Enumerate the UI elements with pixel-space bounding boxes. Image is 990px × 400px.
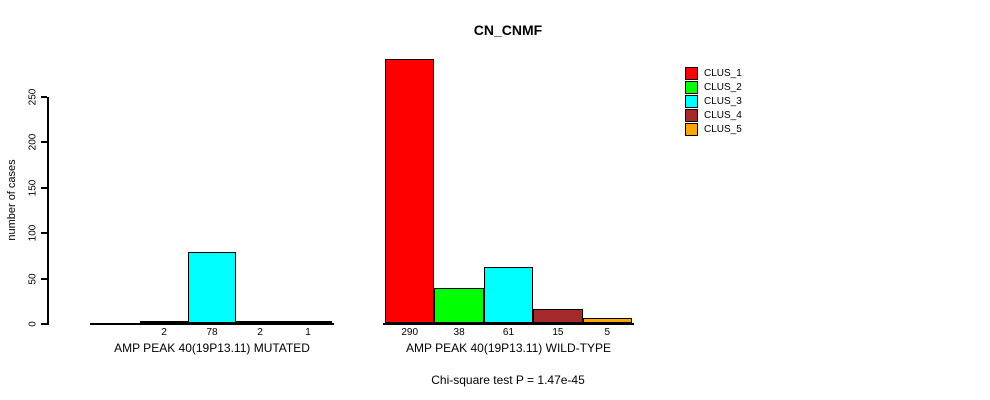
legend-swatch-icon — [685, 122, 698, 136]
x-axis-group-label-wild-type: AMP PEAK 40(19P13.11) WILD-TYPE — [406, 341, 611, 355]
y-tick-mark — [41, 186, 47, 189]
y-tick-mark — [41, 141, 47, 143]
bar-count-label: 15 — [552, 327, 564, 338]
x-axis-baseline — [90, 323, 334, 325]
y-tick-label: 250 — [27, 88, 39, 105]
bar-count-label: 78 — [206, 327, 218, 338]
legend-label: CLUS_3 — [704, 95, 742, 107]
y-axis-label: number of cases — [6, 159, 18, 241]
bar-CLUS_5-group1 — [582, 318, 632, 323]
legend-label: CLUS_4 — [704, 109, 742, 121]
legend-label: CLUS_1 — [704, 67, 742, 79]
bar-count-label: 2 — [161, 327, 167, 338]
x-axis-group-label-mutated: AMP PEAK 40(19P13.11) MUTATED — [114, 341, 310, 355]
legend-row-clus_5: CLUS_5 — [685, 122, 742, 136]
bar-CLUS_3-group0 — [188, 252, 236, 323]
legend-label: CLUS_5 — [704, 123, 742, 135]
chi-square-annotation: Chi-square test P = 1.47e-45 — [431, 373, 585, 387]
y-tick-label: 200 — [27, 133, 39, 151]
legend-swatch-icon — [685, 80, 698, 94]
bar-count-label: 290 — [401, 327, 419, 338]
y-tick-label: 50 — [27, 272, 39, 285]
y-tick-label: 150 — [27, 179, 39, 196]
bar-count-label: 61 — [502, 327, 515, 338]
legend: CLUS_1 CLUS_2 CLUS_3 CLUS_4 CLUS_5 — [685, 66, 742, 136]
bar-count-label: 38 — [453, 327, 465, 338]
bar-count-label: 1 — [305, 327, 311, 338]
y-tick-mark — [41, 95, 47, 98]
legend-swatch-icon — [685, 66, 698, 80]
bar-CLUS_5-group0 — [284, 321, 332, 323]
bar-count-label: 2 — [257, 327, 263, 338]
legend-swatch-icon — [685, 108, 698, 122]
legend-label: CLUS_2 — [704, 81, 742, 93]
y-tick-label: 100 — [27, 224, 39, 242]
chart-title: CN_CNMF — [473, 22, 543, 38]
y-tick-mark — [41, 232, 47, 234]
bar-CLUS_1-group1 — [385, 59, 435, 323]
bar-CLUS_2-group1 — [434, 288, 484, 323]
y-tick-label: 0 — [27, 321, 39, 327]
x-axis-baseline — [383, 323, 634, 325]
legend-row-clus_4: CLUS_4 — [685, 108, 742, 122]
legend-row-clus_1: CLUS_1 — [685, 66, 742, 80]
legend-swatch-icon — [685, 94, 698, 108]
bar-CLUS_3-group1 — [483, 267, 534, 323]
bar-CLUS_2-group0 — [140, 321, 188, 323]
y-tick-mark — [41, 323, 47, 325]
legend-row-clus_3: CLUS_3 — [685, 94, 742, 108]
y-tick-mark — [41, 277, 47, 280]
y-axis-line — [47, 97, 49, 325]
bar-CLUS_4-group1 — [533, 309, 583, 323]
legend-row-clus_2: CLUS_2 — [685, 80, 742, 94]
bar-CLUS_4-group0 — [236, 321, 284, 323]
bar-count-label: 5 — [604, 327, 611, 338]
